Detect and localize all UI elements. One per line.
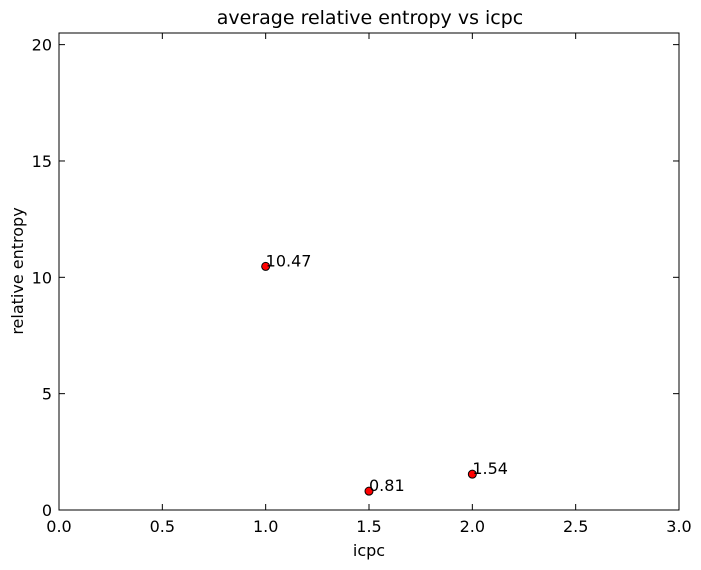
x-tick-label: 2.5 [563, 517, 588, 536]
y-tick-label: 5 [42, 385, 52, 404]
x-tick-label: 3.0 [666, 517, 691, 536]
x-axis-label: icpc [353, 541, 385, 560]
y-tick-label: 15 [32, 152, 52, 171]
y-axis-label: relative entropy [8, 207, 27, 334]
x-tick-label: 0.0 [46, 517, 71, 536]
x-axis-ticks: 0.0 0.5 1.0 1.5 2.0 2.5 3.0 [46, 33, 692, 536]
plot-area-frame [58, 32, 680, 511]
data-point-label: 0.81 [369, 476, 405, 495]
y-tick-label: 10 [32, 268, 52, 287]
data-point [467, 469, 477, 479]
data-labels: 10.47 0.81 1.54 [266, 251, 508, 495]
data-points [261, 261, 477, 496]
y-tick-label: 20 [32, 36, 52, 55]
data-point [364, 486, 374, 496]
x-tick-label: 1.0 [253, 517, 278, 536]
data-point-label: 1.54 [472, 459, 508, 478]
y-tick-label: 0 [42, 501, 52, 520]
y-axis-ticks: 0 5 10 15 20 [32, 36, 679, 520]
data-point [261, 261, 271, 271]
x-tick-label: 2.0 [460, 517, 485, 536]
data-point-label: 10.47 [266, 251, 312, 270]
chart-title: average relative entropy vs icpc [217, 7, 524, 29]
x-tick-label: 0.5 [150, 517, 175, 536]
x-tick-label: 1.5 [356, 517, 381, 536]
